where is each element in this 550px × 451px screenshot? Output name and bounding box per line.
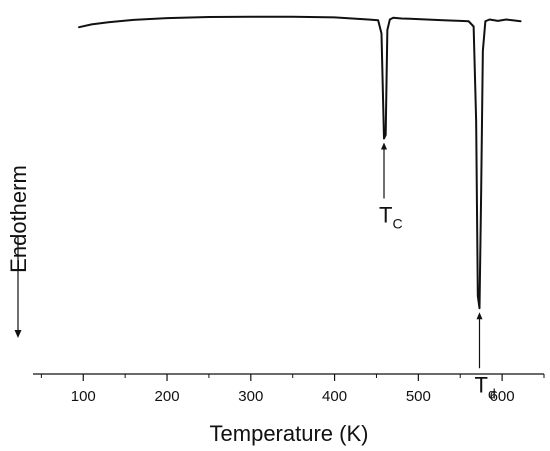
annotation-label-subscript: C <box>392 216 402 232</box>
annotation-arrowhead <box>476 312 483 320</box>
annotation-label: Td <box>474 372 495 401</box>
annotation-label-main: T <box>379 203 392 228</box>
x-axis-label: Temperature (K) <box>210 421 369 446</box>
plot-area <box>78 15 522 310</box>
y-axis-direction-arrowhead <box>14 330 22 338</box>
annotation-label-main: T <box>474 372 487 397</box>
annotation-label-subscript: d <box>488 385 496 401</box>
annotation-label: TC <box>379 203 403 232</box>
x-tick-label: 500 <box>406 388 431 405</box>
x-tick-label: 300 <box>238 388 263 405</box>
x-tick-label: 200 <box>155 388 180 405</box>
x-tick-label: 400 <box>322 388 347 405</box>
x-tick-label: 600 <box>490 388 515 405</box>
annotation-arrowhead <box>380 142 387 150</box>
dsc-curve-series-0 <box>78 15 522 310</box>
x-tick-label: 100 <box>71 388 96 405</box>
x-axis: 100 200 300 400 500 600 <box>33 373 545 405</box>
